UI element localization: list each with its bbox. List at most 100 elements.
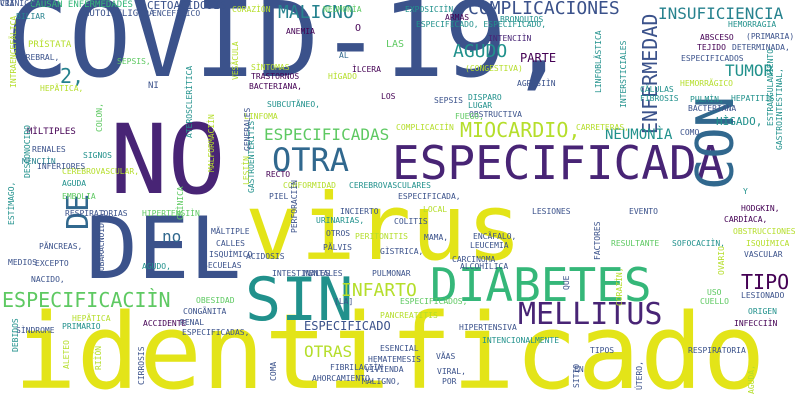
cloud-word: 2, bbox=[60, 64, 85, 88]
cloud-word: ESPECIFICADO, ESPECIFICADO, bbox=[416, 20, 547, 29]
cloud-word: CETOACIDOSIS bbox=[147, 0, 227, 12]
cloud-word: ATEROSCLERÌTICA bbox=[185, 65, 194, 138]
cloud-word: LAS bbox=[386, 39, 405, 50]
cloud-word: TRASTORNOS bbox=[251, 72, 300, 81]
cloud-word: PÃLVIS bbox=[323, 243, 352, 252]
cloud-word: HEPATITIS bbox=[731, 94, 775, 103]
cloud-word: BACTERIANA bbox=[688, 104, 737, 113]
cloud-word: SIGNOS bbox=[83, 151, 112, 160]
cloud-word: FIBROSIS bbox=[640, 94, 679, 103]
cloud-word: SOFOCACIÌN, bbox=[672, 239, 725, 248]
cloud-word: OBESIDAD bbox=[196, 296, 235, 305]
cloud-word: ESPECIFICADA bbox=[392, 136, 725, 190]
cloud-word: ANEMIA bbox=[286, 27, 315, 36]
cloud-word: OVARIO bbox=[717, 246, 726, 275]
cloud-word: URINARIAS, bbox=[316, 216, 365, 225]
cloud-word: ESPECIFICADAS, bbox=[182, 328, 250, 337]
cloud-word: CAUSAN ENFERMEDADES bbox=[30, 0, 133, 10]
cloud-word: ALETEO bbox=[62, 340, 71, 369]
cloud-word: NO bbox=[110, 104, 226, 216]
cloud-word: BRONQUIOS bbox=[500, 15, 544, 24]
cloud-word: CEREBRAL, bbox=[16, 53, 60, 62]
cloud-word: MÃLTIPLE bbox=[211, 227, 250, 236]
cloud-word: POR bbox=[442, 377, 457, 386]
cloud-word: MENCIÌN bbox=[22, 157, 56, 166]
cloud-word: ESPECIFICADAS bbox=[264, 125, 390, 144]
cloud-word: CÃLULAS bbox=[640, 85, 674, 94]
cloud-word: ISQUÌMICO bbox=[209, 250, 253, 259]
cloud-word: VÃAS bbox=[436, 352, 456, 361]
cloud-word: DESCONOCIDO bbox=[23, 125, 32, 178]
cloud-word: FIBRILACIÌN bbox=[330, 363, 383, 372]
cloud-word: identificado bbox=[14, 291, 766, 400]
cloud-word: virus bbox=[245, 174, 522, 281]
cloud-word: MALIGNO bbox=[278, 2, 354, 23]
cloud-word: ESENCIAL bbox=[380, 344, 419, 353]
cloud-word: HEPÃTICA, bbox=[40, 84, 84, 93]
cloud-word: OTROS bbox=[326, 229, 351, 238]
cloud-word: COVID-19, bbox=[6, 0, 570, 101]
cloud-word: DISPARO bbox=[468, 93, 502, 102]
cloud-word: DETERMINADA, bbox=[732, 43, 790, 52]
cloud-word: (CONGESTIVA) bbox=[465, 64, 523, 73]
cloud-word: PULMONAR bbox=[372, 269, 411, 278]
cloud-word: ÚTERO, bbox=[635, 361, 644, 390]
cloud-word: LESIONES bbox=[532, 207, 571, 216]
cloud-word: INTRAENCEFÃLICA bbox=[9, 15, 18, 88]
cloud-word: INTERSTICIALES bbox=[619, 40, 628, 108]
cloud-word: Y bbox=[743, 187, 748, 196]
cloud-word: ÌLCERA bbox=[352, 65, 381, 74]
cloud-word: RESULTANTE bbox=[611, 239, 660, 248]
cloud-word: GASTROINTESTINAL, bbox=[775, 68, 784, 150]
cloud-word: LESIONADO bbox=[741, 291, 785, 300]
cloud-word: EXCEPTO bbox=[35, 259, 69, 268]
cloud-word: HEMORRÃGICO bbox=[680, 79, 733, 88]
cloud-word: OBSTRUCTIVA bbox=[469, 110, 522, 119]
cloud-word: ARMAS bbox=[445, 13, 470, 22]
cloud-word: SUBARACNOIDEA, bbox=[97, 208, 106, 276]
cloud-word: CARDÌACA, bbox=[724, 215, 768, 224]
cloud-word: INFARTO bbox=[341, 280, 417, 301]
cloud-word: VESÃCULA bbox=[231, 41, 240, 80]
cloud-word: VASCULAR bbox=[744, 250, 783, 259]
cloud-word: COMA bbox=[269, 361, 278, 381]
cloud-word: SEPSIS bbox=[434, 96, 463, 105]
cloud-word: HEMORRAGIA bbox=[728, 20, 777, 29]
cloud-word: PULMÌN, bbox=[690, 95, 724, 104]
cloud-word: BACTERIANA, bbox=[249, 82, 302, 91]
cloud-word: CEREBROVASCULAR, bbox=[62, 167, 140, 176]
cloud-word: ENFERMEDAD bbox=[638, 13, 662, 134]
cloud-word: SECUELAS bbox=[203, 261, 242, 270]
cloud-word: ABSCESO bbox=[700, 33, 734, 42]
cloud-word: COLON, bbox=[95, 103, 104, 132]
cloud-word: MÌLTIPLES bbox=[27, 127, 76, 137]
cloud-word: ACCIDENTE bbox=[143, 319, 187, 328]
cloud-word: LUGAR bbox=[468, 101, 493, 110]
cloud-word: COLITIS bbox=[394, 217, 428, 226]
cloud-word: GENERALES bbox=[243, 107, 252, 151]
cloud-word: ENCEFÌLICO bbox=[152, 9, 201, 18]
cloud-word: RESPIRATORIAS bbox=[65, 209, 128, 218]
cloud-word: TIPOS bbox=[590, 346, 615, 355]
cloud-word: no bbox=[162, 227, 182, 246]
cloud-word: AGUDA, bbox=[747, 365, 756, 394]
cloud-word: INTESTINALES bbox=[272, 269, 330, 278]
cloud-word: ESTRANGULAMIENTO bbox=[766, 48, 775, 126]
cloud-word: ESTÌMAGO, bbox=[7, 181, 16, 225]
cloud-word: NEUMONÌA bbox=[605, 127, 673, 143]
cloud-word: INFERIORES bbox=[37, 162, 86, 171]
cloud-word: PANCREATITIS bbox=[380, 311, 438, 320]
cloud-word: PIEL bbox=[269, 192, 289, 201]
cloud-word: INTENCIÌN bbox=[488, 34, 532, 43]
cloud-word: LESIÌN bbox=[242, 156, 251, 185]
cloud-word: ACIDOSIS bbox=[246, 252, 285, 261]
cloud-word: ALCOHÌLICA bbox=[460, 262, 509, 271]
cloud-word: LOS bbox=[381, 92, 396, 101]
cloud-word: OTRA bbox=[272, 141, 350, 179]
cloud-word: HÌGADO, bbox=[716, 115, 763, 128]
cloud-word: VIRAL, bbox=[437, 367, 466, 376]
cloud-word: SÌNTOMAS bbox=[251, 63, 290, 72]
cloud-word: COMPLICACIONES bbox=[468, 0, 620, 19]
cloud-word: SIN bbox=[245, 265, 354, 335]
